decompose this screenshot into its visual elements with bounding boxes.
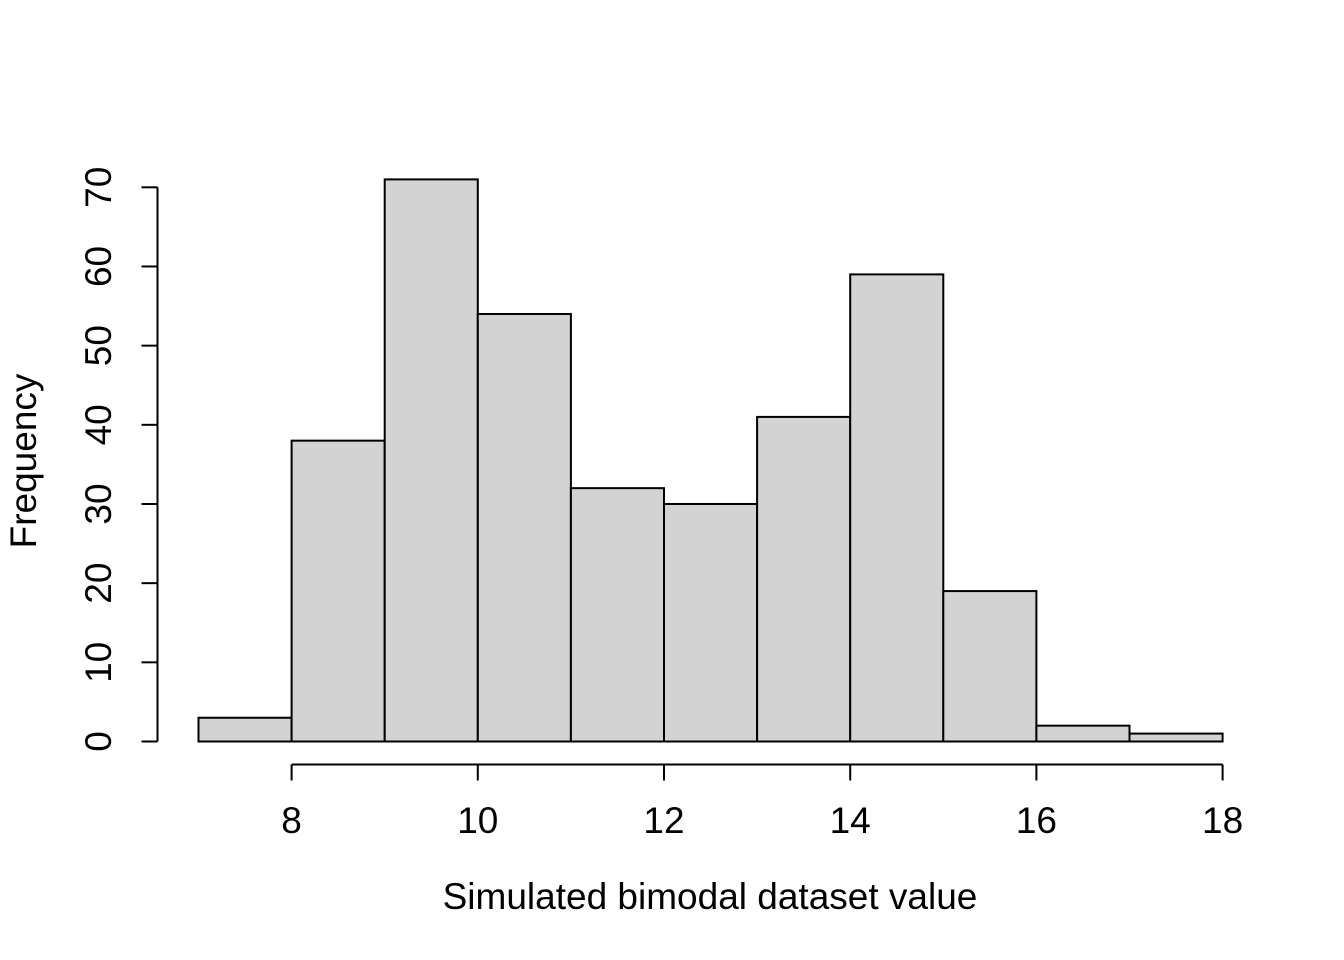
histogram-bar bbox=[197, 716, 293, 743]
histogram-bar bbox=[849, 273, 945, 743]
histogram-bar bbox=[1128, 732, 1224, 743]
y-tick-label: 30 bbox=[78, 483, 119, 524]
x-tick-label: 10 bbox=[457, 800, 498, 841]
histogram-bar bbox=[476, 312, 572, 743]
histogram-bar bbox=[569, 487, 666, 743]
x-tick-label: 12 bbox=[643, 800, 684, 841]
bars-group bbox=[197, 178, 1224, 743]
histogram-bar bbox=[383, 178, 479, 743]
histogram-bar bbox=[1035, 724, 1131, 743]
histogram-bar bbox=[942, 590, 1038, 743]
y-tick-label: 40 bbox=[78, 404, 119, 445]
x-axis-title: Simulated bimodal dataset value bbox=[443, 876, 978, 917]
y-tick-label: 0 bbox=[78, 731, 119, 752]
histogram-bar bbox=[663, 502, 759, 743]
y-tick-label: 10 bbox=[78, 642, 119, 683]
x-tick-label: 14 bbox=[830, 800, 871, 841]
histogram-bar bbox=[756, 415, 852, 743]
x-tick-label: 8 bbox=[281, 800, 302, 841]
y-tick-label: 50 bbox=[78, 325, 119, 366]
histogram-bar bbox=[290, 439, 386, 743]
x-axis: 8 10 12 14 16 18 bbox=[281, 763, 1243, 841]
y-axis: 0 10 20 30 40 50 60 70 bbox=[78, 167, 159, 752]
y-tick-label: 70 bbox=[78, 167, 119, 208]
y-tick-label: 20 bbox=[78, 563, 119, 604]
y-tick-label: 60 bbox=[78, 246, 119, 287]
x-tick-label: 18 bbox=[1202, 800, 1243, 841]
y-axis-title: Frequency bbox=[3, 373, 44, 548]
x-tick-label: 16 bbox=[1016, 800, 1057, 841]
